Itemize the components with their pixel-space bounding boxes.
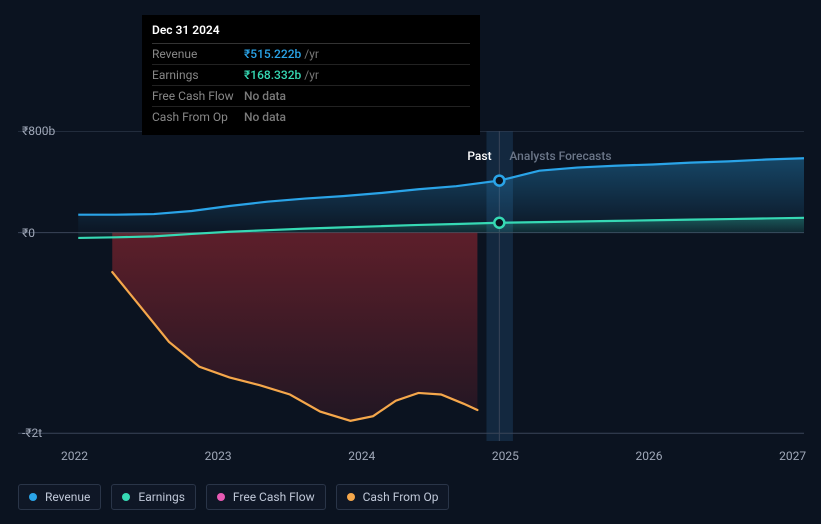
tooltip-row: Free Cash FlowNo data xyxy=(152,86,470,107)
chart-container: Dec 31 2024 Revenue₹515.222b/yrEarnings₹… xyxy=(0,0,821,524)
x-axis-label: 2023 xyxy=(205,449,232,463)
y-axis-label: -₹2t xyxy=(22,426,42,440)
tooltip-row-value: No data xyxy=(244,110,286,124)
legend-label: Free Cash Flow xyxy=(233,490,315,504)
tooltip-row-label: Cash From Op xyxy=(152,110,244,124)
legend-label: Revenue xyxy=(45,490,90,504)
y-axis-label: ₹800b xyxy=(22,124,55,138)
x-axis-label: 2026 xyxy=(636,449,663,463)
tooltip-row-label: Earnings xyxy=(152,68,244,82)
legend-marker-icon xyxy=(347,493,355,501)
tooltip-row-label: Revenue xyxy=(152,47,244,61)
tooltip-row: Earnings₹168.332b/yr xyxy=(152,65,470,86)
legend-label: Cash From Op xyxy=(363,490,439,504)
tooltip-row-value: No data xyxy=(244,89,286,103)
legend-marker-icon xyxy=(217,493,225,501)
chart-svg xyxy=(18,131,804,441)
legend-marker-icon xyxy=(122,493,130,501)
period-label-forecast: Analysts Forecasts xyxy=(509,149,611,163)
legend: Revenue Earnings Free Cash Flow Cash From O… xyxy=(18,484,449,510)
x-axis-label: 2024 xyxy=(348,449,375,463)
tooltip-row-value: ₹515.222b/yr xyxy=(244,47,319,61)
chart-area[interactable] xyxy=(18,131,804,441)
tooltip-row-label: Free Cash Flow xyxy=(152,89,244,103)
tooltip-row: Cash From OpNo data xyxy=(152,107,470,127)
legend-item[interactable]: Free Cash Flow xyxy=(206,484,326,510)
x-axis-label: 2027 xyxy=(779,449,806,463)
legend-item[interactable]: Revenue xyxy=(18,484,101,510)
x-axis-label: 2025 xyxy=(492,449,519,463)
legend-label: Earnings xyxy=(138,490,185,504)
tooltip-row-value: ₹168.332b/yr xyxy=(244,68,319,82)
y-axis-label: ₹0 xyxy=(22,226,35,240)
legend-item[interactable]: Earnings xyxy=(111,484,196,510)
tooltip-date: Dec 31 2024 xyxy=(152,23,470,44)
hover-tooltip: Dec 31 2024 Revenue₹515.222b/yrEarnings₹… xyxy=(142,15,480,135)
tooltip-row: Revenue₹515.222b/yr xyxy=(152,44,470,65)
legend-marker-icon xyxy=(29,493,37,501)
period-label-past: Past xyxy=(467,149,491,163)
legend-item[interactable]: Cash From Op xyxy=(336,484,450,510)
x-axis-label: 2022 xyxy=(61,449,88,463)
